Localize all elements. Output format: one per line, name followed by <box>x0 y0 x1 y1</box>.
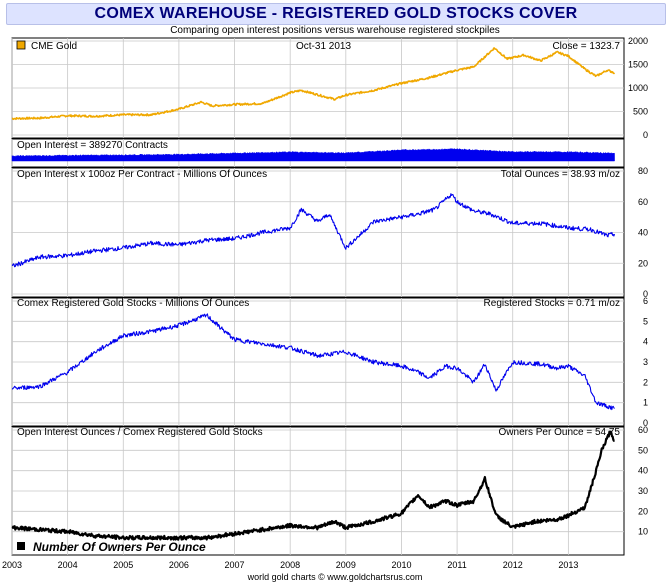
y-tick-label: 6 <box>643 296 648 306</box>
y-tick-label: 2 <box>643 377 648 387</box>
open-interest-area <box>11 147 615 162</box>
y-tick-label: 60 <box>638 425 648 435</box>
y-tick-label: 0 <box>643 130 648 140</box>
x-tick-label: 2013 <box>558 560 578 570</box>
chart-subtitle: Comparing open interest positions versus… <box>170 25 500 36</box>
open-interest-label: Open Interest = 389270 Contracts <box>17 140 168 151</box>
y-tick-label: 40 <box>638 466 648 476</box>
panels: 0 500 1000 1500 2000 0 20 40 60 80 0 1 2 3 4 5 6 10 20 30 40… <box>11 36 648 556</box>
footer-credit: world gold charts © www.goldchartsrus.co… <box>247 572 423 582</box>
y-tick-label: 5 <box>643 316 648 326</box>
owners-legend-marker <box>17 542 25 550</box>
series-line-registered-stocks <box>11 313 615 411</box>
y-tick-label: 50 <box>638 445 648 455</box>
y-tick-label: 80 <box>638 166 648 176</box>
y-tick-label: 40 <box>638 228 648 238</box>
chart-title: COMEX WAREHOUSE - REGISTERED GOLD STOCKS… <box>6 3 666 25</box>
owners-panel-title: Open Interest Ounces / Comex Registered … <box>17 427 263 438</box>
x-tick-label: 2008 <box>280 560 300 570</box>
y-tick-label: 10 <box>638 527 648 537</box>
series-line-open-interest-ounces <box>11 193 616 268</box>
y-tick-label: 2000 <box>628 36 648 46</box>
x-tick-label: 2009 <box>336 560 356 570</box>
series-line-owners-per-ounce <box>11 430 615 541</box>
y-tick-label: 500 <box>633 107 648 117</box>
y-tick-label: 3 <box>643 357 648 367</box>
x-tick-label: 2010 <box>391 560 411 570</box>
x-tick-label: 2003 <box>2 560 22 570</box>
y-tick-label: 1000 <box>628 83 648 93</box>
y-tick-label: 4 <box>643 337 648 347</box>
x-axis-ticks: 2003 2004 2005 2006 2007 2008 2009 2010 2011 2012… <box>2 560 578 570</box>
series-line-gold <box>11 47 616 121</box>
x-tick-label: 2004 <box>58 560 78 570</box>
y-tick-label: 30 <box>638 486 648 496</box>
gold-panel-label: CME Gold <box>31 41 77 52</box>
y-tick-label: 0 <box>643 418 648 428</box>
y-tick-label: 1 <box>643 398 648 408</box>
gold-legend-marker <box>16 40 26 50</box>
y-tick-label: 0 <box>643 289 648 299</box>
owners-legend-label: Number Of Owners Per Ounce <box>33 540 206 554</box>
total-ounces-label: Total Ounces = 38.93 m/oz <box>501 169 620 180</box>
x-tick-label: 2005 <box>113 560 133 570</box>
registered-stocks-value: Registered Stocks = 0.71 m/oz <box>484 298 620 309</box>
x-tick-label: 2011 <box>447 560 466 570</box>
y-tick-label: 60 <box>638 197 648 207</box>
y-tick-label: 20 <box>638 258 648 268</box>
gold-close-label: Close = 1323.7 <box>552 41 620 52</box>
x-tick-label: 2007 <box>225 560 245 570</box>
gold-panel-date: Oct-31 2013 <box>296 41 351 52</box>
x-tick-label: 2012 <box>503 560 523 570</box>
y-tick-label: 20 <box>638 506 648 516</box>
x-tick-label: 2006 <box>169 560 189 570</box>
owners-per-ounce-value: Owners Per Ounce = 54.75 <box>499 427 621 438</box>
registered-stocks-title: Comex Registered Gold Stocks - Millions … <box>17 298 249 309</box>
oi-ounces-title: Open Interest x 100oz Per Contract - Mil… <box>17 169 267 180</box>
y-tick-label: 1500 <box>628 60 648 70</box>
